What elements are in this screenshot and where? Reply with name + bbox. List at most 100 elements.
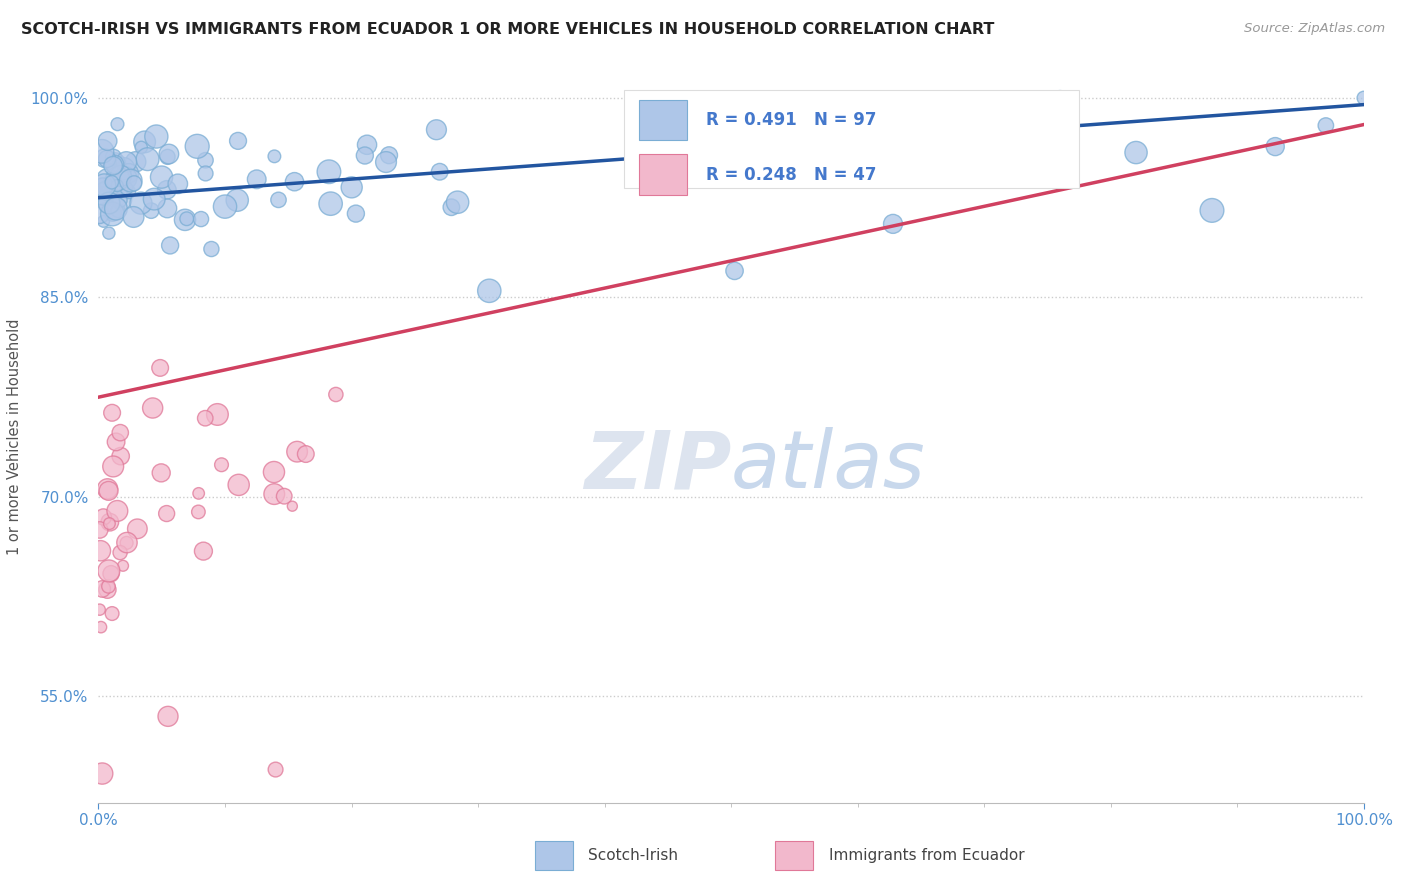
Point bbox=[97, 483, 120, 498]
Point bbox=[356, 137, 378, 152]
Point bbox=[149, 360, 172, 375]
Text: R = 0.248   N = 47: R = 0.248 N = 47 bbox=[706, 166, 876, 184]
Point bbox=[118, 185, 141, 199]
Point bbox=[425, 122, 447, 136]
Point bbox=[101, 175, 124, 189]
Point bbox=[1353, 91, 1375, 105]
Point bbox=[136, 152, 159, 166]
Point bbox=[429, 165, 451, 179]
Point bbox=[108, 193, 131, 207]
Point bbox=[110, 169, 132, 183]
Point bbox=[97, 173, 120, 187]
Point bbox=[157, 147, 180, 161]
Point bbox=[115, 536, 138, 550]
Point bbox=[98, 196, 121, 211]
Text: Immigrants from Ecuador: Immigrants from Ecuador bbox=[828, 848, 1024, 863]
Point bbox=[156, 202, 179, 216]
Point bbox=[89, 188, 111, 202]
Point bbox=[378, 148, 401, 162]
Point bbox=[186, 139, 208, 153]
Point bbox=[97, 175, 120, 189]
Point bbox=[187, 505, 209, 519]
Point bbox=[91, 180, 114, 194]
Point bbox=[101, 207, 124, 221]
Point bbox=[246, 172, 269, 186]
Point bbox=[1125, 145, 1147, 160]
Point bbox=[122, 177, 145, 191]
Point bbox=[1315, 119, 1337, 133]
Point bbox=[267, 193, 290, 207]
Point bbox=[194, 166, 217, 180]
Point bbox=[114, 171, 136, 186]
Point bbox=[96, 152, 118, 166]
Text: ZIP: ZIP bbox=[583, 427, 731, 506]
Text: R = 0.491   N = 97: R = 0.491 N = 97 bbox=[706, 112, 876, 129]
Point bbox=[127, 522, 149, 536]
Point bbox=[97, 226, 120, 240]
Point bbox=[226, 193, 249, 207]
Point bbox=[157, 709, 180, 723]
Point bbox=[283, 175, 305, 189]
Point bbox=[97, 579, 120, 593]
Point bbox=[142, 401, 165, 415]
Point bbox=[228, 478, 250, 492]
Point bbox=[150, 170, 173, 185]
Point bbox=[446, 195, 468, 210]
Point bbox=[150, 466, 173, 480]
Point bbox=[661, 111, 683, 125]
Point bbox=[91, 582, 114, 596]
Point bbox=[96, 134, 118, 148]
Bar bbox=[534, 841, 574, 870]
Point bbox=[103, 157, 125, 171]
Point bbox=[344, 206, 367, 220]
Text: Scotch-Irish: Scotch-Irish bbox=[588, 848, 678, 863]
Point bbox=[107, 182, 129, 196]
Point bbox=[156, 507, 179, 521]
Point bbox=[98, 515, 121, 529]
Point bbox=[998, 124, 1021, 138]
Point bbox=[101, 607, 124, 621]
Point bbox=[325, 387, 347, 401]
Point bbox=[120, 173, 142, 187]
Point bbox=[89, 190, 111, 204]
Point bbox=[105, 178, 128, 193]
Point bbox=[145, 129, 167, 144]
Point bbox=[832, 151, 855, 165]
Point bbox=[101, 406, 124, 420]
Point bbox=[110, 193, 132, 207]
Point bbox=[478, 284, 501, 298]
Point bbox=[90, 620, 112, 634]
Point bbox=[100, 566, 122, 581]
Point bbox=[156, 150, 179, 164]
Text: Source: ZipAtlas.com: Source: ZipAtlas.com bbox=[1244, 22, 1385, 36]
Point bbox=[105, 504, 128, 518]
Point bbox=[107, 171, 129, 186]
Point bbox=[318, 165, 340, 179]
Point bbox=[1264, 139, 1286, 153]
Point bbox=[174, 212, 197, 227]
Point bbox=[263, 149, 285, 163]
Point bbox=[375, 155, 398, 169]
Point bbox=[115, 535, 138, 549]
Point bbox=[187, 486, 209, 500]
Point bbox=[94, 151, 117, 165]
Point bbox=[194, 153, 217, 168]
Point bbox=[89, 543, 111, 558]
Point bbox=[211, 458, 233, 472]
Point bbox=[118, 166, 141, 180]
Point bbox=[129, 196, 152, 211]
Point bbox=[134, 135, 156, 149]
Point bbox=[193, 544, 215, 558]
Point bbox=[166, 177, 188, 191]
Point bbox=[98, 196, 121, 211]
Point bbox=[141, 203, 163, 218]
Point bbox=[273, 489, 295, 503]
Point bbox=[194, 411, 217, 425]
Point bbox=[115, 155, 138, 169]
Point bbox=[89, 207, 111, 221]
Point bbox=[101, 205, 124, 219]
Text: atlas: atlas bbox=[731, 427, 927, 506]
Point bbox=[93, 178, 115, 193]
Point bbox=[122, 210, 145, 224]
Point bbox=[353, 148, 375, 162]
